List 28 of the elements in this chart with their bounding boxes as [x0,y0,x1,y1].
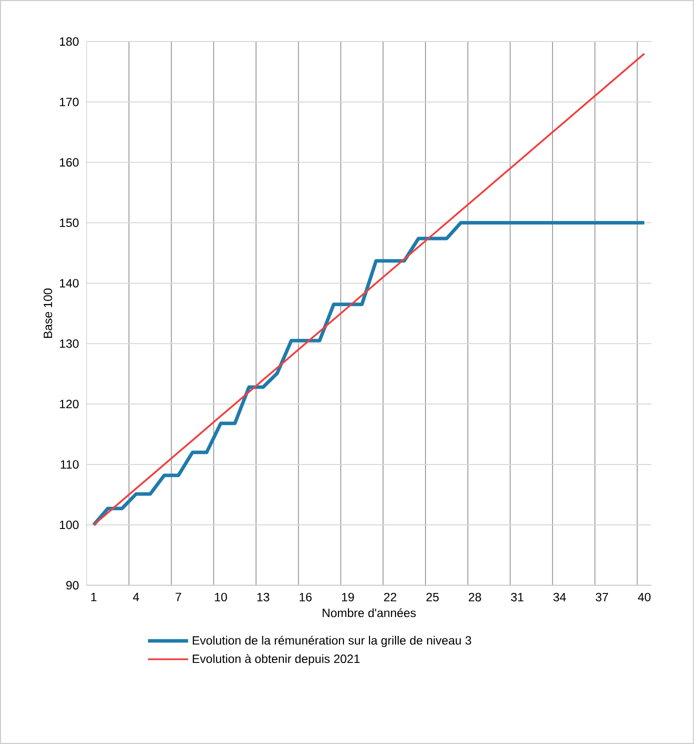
y-tick-label: 120 [60,400,79,408]
x-axis-title: Nombre d'années [322,608,416,618]
x-tick-label: 13 [257,592,270,602]
x-tick-label: 19 [342,592,354,602]
x-tick-label: 7 [176,592,182,602]
y-tick-label: 180 [60,37,79,46]
y-tick-label: 170 [60,98,79,106]
x-tick-label: 22 [384,592,396,602]
x-tick-label: 34 [553,592,566,602]
x-tick-label: 28 [468,592,482,602]
legend-label: Evolution à obtenir depuis 2021 [192,654,360,666]
y-tick-label: 100 [60,520,79,530]
y-tick-label: 130 [60,339,79,348]
legend-label: Evolution de la rémunération sur la grille de niveau 3 [192,636,472,648]
y-tick-label: 140 [60,278,79,288]
y-tick-label: 110 [60,460,79,469]
x-tick-label: 40 [638,592,651,602]
y-tick-label: 160 [60,158,79,167]
x-tick-label: 16 [300,592,312,602]
y-tick-label: 90 [66,581,79,590]
y-tick-label: 150 [60,218,79,228]
x-tick-label: 4 [133,592,140,602]
x-tick-label: 31 [511,592,524,602]
x-tick-label: 37 [596,592,608,602]
x-tick-label: 1 [91,592,96,602]
x-tick-label: 25 [426,592,439,602]
y-axis-title: Base 100 [44,288,52,338]
x-tick-label: 10 [215,592,227,602]
